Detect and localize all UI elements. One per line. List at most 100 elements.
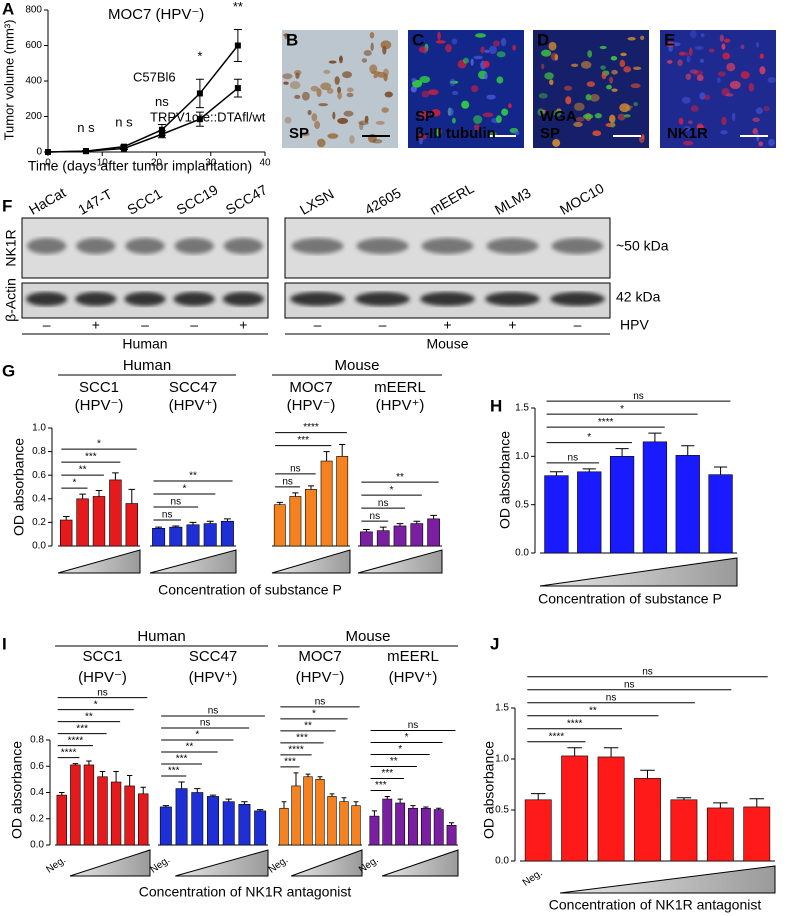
x-axis-label: Concentration of substance P: [158, 582, 342, 598]
bar: [138, 793, 149, 846]
y-tick-label: 1.0: [32, 423, 46, 434]
micrograph-texture: [601, 72, 607, 80]
micrograph-texture: [438, 128, 442, 134]
micrograph-texture: [483, 60, 490, 68]
series-name: MOC7: [298, 648, 341, 665]
micrograph-texture: [768, 138, 775, 147]
micrograph-texture: [693, 70, 704, 76]
bar: [169, 526, 183, 547]
micrograph-texture: [580, 61, 592, 69]
concentration-wedge: [149, 549, 237, 574]
micrograph-texture: [717, 77, 721, 84]
bar: [410, 523, 424, 547]
error-bar: [112, 472, 119, 480]
micrograph-texture: [549, 79, 554, 86]
y-tick-label: 0.8: [32, 446, 46, 457]
x-tick-label: 10: [97, 158, 109, 169]
micrograph-texture: [740, 71, 750, 79]
hpv-status: –: [379, 317, 387, 333]
row-label: β-Actin: [3, 278, 19, 322]
micrograph-texture: [461, 100, 470, 109]
micrograph-texture: [723, 38, 731, 43]
blot-band: [421, 238, 474, 254]
y-tick-label: 1.0: [515, 451, 529, 462]
micrograph-texture: [610, 56, 618, 61]
series-name: SCC1: [82, 648, 122, 665]
micrograph-texture: [633, 102, 638, 107]
y-tick-label: 0.0: [32, 541, 46, 552]
micrograph-texture: [488, 45, 497, 55]
micrograph-texture: [448, 107, 454, 116]
y-tick-label: 0.6: [30, 761, 44, 772]
significance-label: *: [587, 432, 591, 443]
error-bar: [225, 798, 232, 802]
hpv-label: HPV: [620, 317, 649, 333]
micrograph-texture: [541, 63, 545, 70]
micrograph-texture: [685, 73, 692, 80]
significance-label: **: [79, 465, 87, 476]
series-label: C57Bl6: [133, 69, 176, 84]
micrograph-texture: [473, 124, 480, 131]
micrograph-texture: [295, 72, 300, 79]
error-bar: [305, 773, 311, 777]
series-line: [47, 87, 239, 153]
micrograph-texture: [430, 109, 441, 117]
micrograph-texture: [419, 110, 430, 119]
bar: [315, 779, 325, 846]
micrograph-texture: [337, 86, 342, 94]
stain-label: SP: [540, 125, 560, 142]
micrograph-texture: [627, 36, 636, 41]
significance-label: ***: [297, 435, 309, 446]
concentration-wedge: [560, 865, 776, 894]
micrograph-texture: [337, 117, 349, 125]
error-bar: [384, 795, 390, 800]
series-name: mEERL: [374, 379, 426, 396]
micrograph-texture: [301, 91, 310, 101]
micrograph-texture: [418, 46, 428, 53]
error-bar: [79, 493, 86, 499]
significance-label: ***: [85, 452, 97, 463]
hpv-status: –: [314, 317, 322, 333]
error-bar: [292, 492, 299, 497]
panel-letter: I: [2, 634, 7, 653]
micrograph-texture: [617, 113, 626, 121]
significance-label: ns: [370, 511, 381, 522]
error-bar: [113, 771, 119, 782]
significance-label: ***: [296, 732, 308, 743]
micrograph-texture: [410, 85, 417, 93]
micrograph-texture: [323, 69, 331, 74]
micrograph-texture: [370, 42, 374, 51]
stain-label: WGA: [540, 108, 577, 125]
x-tick-label: Neg.: [521, 868, 545, 889]
hpv-status: +: [443, 317, 451, 333]
micrograph-texture: [346, 87, 354, 93]
concentration-wedge: [291, 849, 363, 877]
significance-label: ***: [381, 768, 393, 779]
micrograph-texture: [681, 96, 691, 104]
error-bar: [323, 451, 330, 462]
lane-label: MLM3: [492, 184, 534, 217]
micrograph-texture: [372, 139, 383, 144]
micrograph-texture: [573, 121, 583, 128]
x-tick-label: Neg.: [44, 855, 68, 876]
significance-label: ****: [598, 417, 614, 428]
x-axis-label: Concentration of substance P: [538, 591, 722, 607]
significance-label: **: [390, 756, 398, 767]
error-bar: [379, 526, 387, 531]
micrograph-texture: [294, 94, 301, 100]
micrograph-texture: [552, 139, 561, 147]
x-tick-label: Neg.: [267, 855, 291, 876]
micrograph-texture: [599, 45, 607, 50]
micrograph-texture: [342, 71, 352, 79]
micrograph-texture: [501, 108, 509, 116]
micrograph-texture: [729, 80, 741, 90]
point: [234, 85, 241, 92]
micrograph-texture: [462, 57, 470, 64]
micrograph-texture: [496, 76, 504, 84]
micrograph-texture: [763, 106, 770, 112]
bar: [59, 519, 73, 547]
micrograph-texture: [310, 85, 319, 92]
significance-label: ****: [567, 718, 583, 729]
blot-band: [223, 238, 264, 254]
significance-label: ***: [176, 754, 188, 765]
